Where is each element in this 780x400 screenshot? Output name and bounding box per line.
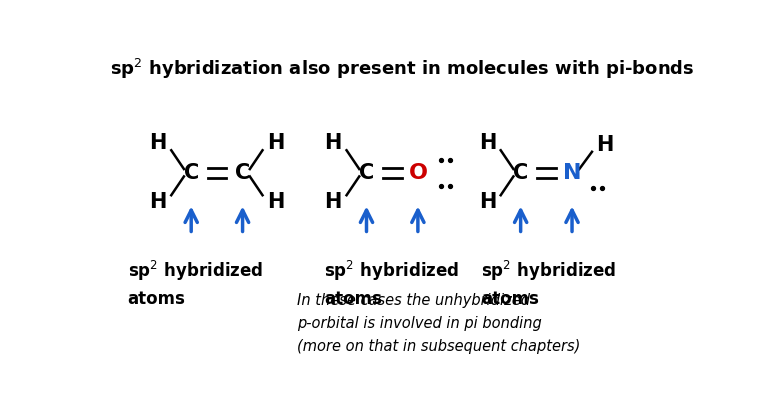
Text: N: N xyxy=(563,163,581,183)
Text: C: C xyxy=(183,163,199,183)
Text: sp$^2$ hybridization also present in molecules with pi-bonds: sp$^2$ hybridization also present in mol… xyxy=(109,57,694,81)
Text: sp$^2$ hybridized
atoms: sp$^2$ hybridized atoms xyxy=(324,259,459,308)
Text: H: H xyxy=(324,134,342,154)
Text: H: H xyxy=(597,135,614,155)
Text: H: H xyxy=(149,134,167,154)
Text: In these cases the unhybridized
p-orbital is involved in pi bonding
(more on tha: In these cases the unhybridized p-orbita… xyxy=(297,293,580,354)
Text: H: H xyxy=(149,192,167,212)
Text: sp$^2$ hybridized
atoms: sp$^2$ hybridized atoms xyxy=(128,259,263,308)
Text: H: H xyxy=(479,192,496,212)
Text: H: H xyxy=(324,192,342,212)
Text: C: C xyxy=(513,163,528,183)
Text: sp$^2$ hybridized
atoms: sp$^2$ hybridized atoms xyxy=(481,259,616,308)
Text: C: C xyxy=(359,163,374,183)
Text: C: C xyxy=(235,163,250,183)
Text: O: O xyxy=(409,163,427,183)
Text: H: H xyxy=(267,134,285,154)
Text: H: H xyxy=(267,192,285,212)
Text: H: H xyxy=(479,134,496,154)
